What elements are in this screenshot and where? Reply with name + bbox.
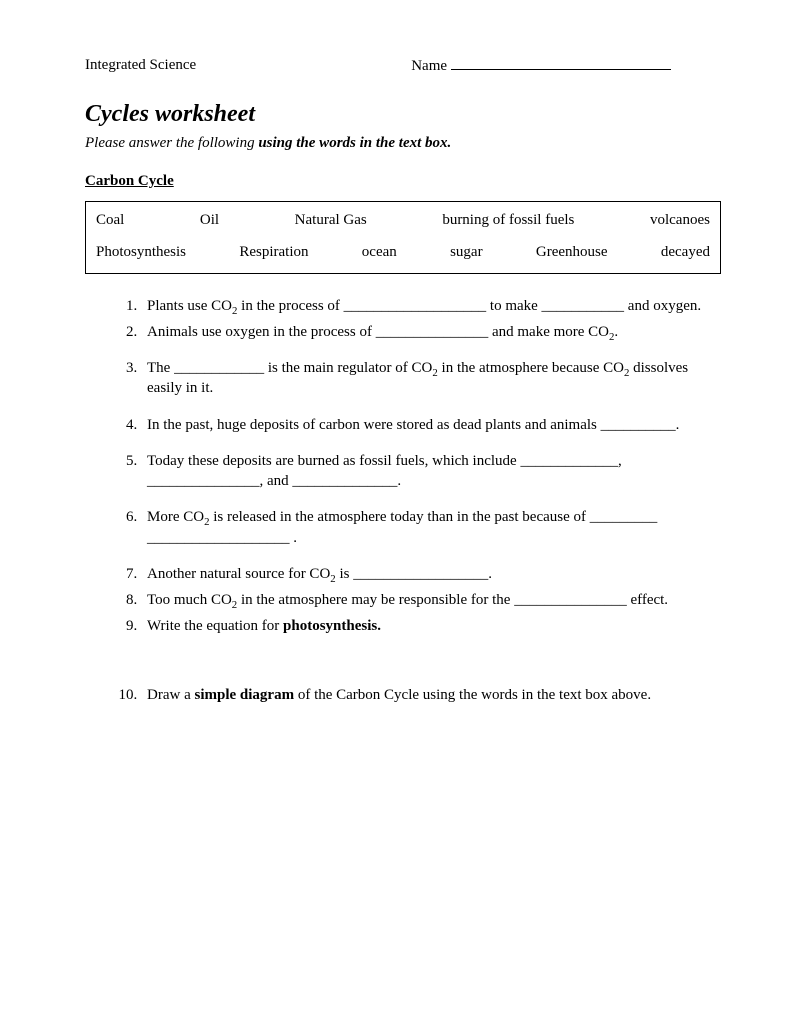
wordbox-word: sugar bbox=[450, 242, 483, 262]
q2-text-a: Animals use oxygen in the process of ___… bbox=[147, 324, 609, 340]
instructions-prefix: Please answer the following bbox=[85, 135, 258, 151]
q2-text-b: . bbox=[614, 324, 618, 340]
question-6: More CO2 is released in the atmosphere t… bbox=[141, 507, 721, 548]
wordbox-row-1: Coal Oil Natural Gas burning of fossil f… bbox=[96, 210, 710, 230]
name-label: Name bbox=[411, 56, 447, 76]
q1-text-b: in the process of ___________________ to… bbox=[237, 298, 701, 314]
questions-list: Plants use CO2 in the process of _______… bbox=[85, 296, 721, 705]
wordbox-word: Coal bbox=[96, 210, 124, 230]
q7-text-b: is __________________. bbox=[336, 566, 492, 582]
wordbox-row-2: Photosynthesis Respiration ocean sugar G… bbox=[96, 242, 710, 262]
q5-text: Today these deposits are burned as fossi… bbox=[147, 453, 622, 489]
q10-text-bold: simple diagram bbox=[194, 687, 294, 703]
q3-text-b: in the atmosphere because CO bbox=[438, 360, 624, 376]
question-3: The ____________ is the main regulator o… bbox=[141, 358, 721, 399]
section-heading: Carbon Cycle bbox=[85, 171, 721, 191]
wordbox-word: Respiration bbox=[239, 242, 308, 262]
q4-text: In the past, huge deposits of carbon wer… bbox=[147, 417, 679, 433]
q10-text-a: Draw a bbox=[147, 687, 194, 703]
q7-text-a: Another natural source for CO bbox=[147, 566, 330, 582]
q8-text-a: Too much CO bbox=[147, 592, 232, 608]
wordbox-word: ocean bbox=[362, 242, 397, 262]
q10-text-c: of the Carbon Cycle using the words in t… bbox=[294, 687, 651, 703]
q9-text-a: Write the equation for bbox=[147, 618, 283, 634]
question-7: Another natural source for CO2 is ______… bbox=[141, 564, 721, 584]
word-bank-box: Coal Oil Natural Gas burning of fossil f… bbox=[85, 201, 721, 274]
question-5: Today these deposits are burned as fossi… bbox=[141, 451, 721, 492]
wordbox-word: Greenhouse bbox=[536, 242, 608, 262]
instructions-bold: using the words in the text box. bbox=[258, 135, 451, 151]
course-label: Integrated Science bbox=[85, 55, 196, 76]
q1-text-a: Plants use CO bbox=[147, 298, 232, 314]
wordbox-word: Photosynthesis bbox=[96, 242, 186, 262]
name-blank-line bbox=[451, 55, 671, 70]
worksheet-title: Cycles worksheet bbox=[85, 98, 721, 130]
q3-text-a: The ____________ is the main regulator o… bbox=[147, 360, 432, 376]
q9-text-bold: photosynthesis. bbox=[283, 618, 381, 634]
q6-text-a: More CO bbox=[147, 509, 204, 525]
name-field: Name bbox=[411, 55, 671, 76]
wordbox-word: volcanoes bbox=[650, 210, 710, 230]
q8-text-b: in the atmosphere may be responsible for… bbox=[237, 592, 668, 608]
header-row: Integrated Science Name bbox=[85, 55, 721, 76]
question-10: Draw a simple diagram of the Carbon Cycl… bbox=[141, 685, 721, 705]
question-8: Too much CO2 in the atmosphere may be re… bbox=[141, 590, 721, 610]
instructions: Please answer the following using the wo… bbox=[85, 133, 721, 153]
question-9: Write the equation for photosynthesis. bbox=[141, 616, 721, 636]
wordbox-word: Natural Gas bbox=[295, 210, 367, 230]
worksheet-page: Integrated Science Name Cycles worksheet… bbox=[0, 0, 791, 1024]
q6-text-b: is released in the atmosphere today than… bbox=[147, 509, 657, 545]
question-4: In the past, huge deposits of carbon wer… bbox=[141, 415, 721, 435]
wordbox-word: decayed bbox=[661, 242, 710, 262]
wordbox-word: burning of fossil fuels bbox=[442, 210, 574, 230]
question-1: Plants use CO2 in the process of _______… bbox=[141, 296, 721, 316]
question-2: Animals use oxygen in the process of ___… bbox=[141, 322, 721, 342]
wordbox-word: Oil bbox=[200, 210, 219, 230]
